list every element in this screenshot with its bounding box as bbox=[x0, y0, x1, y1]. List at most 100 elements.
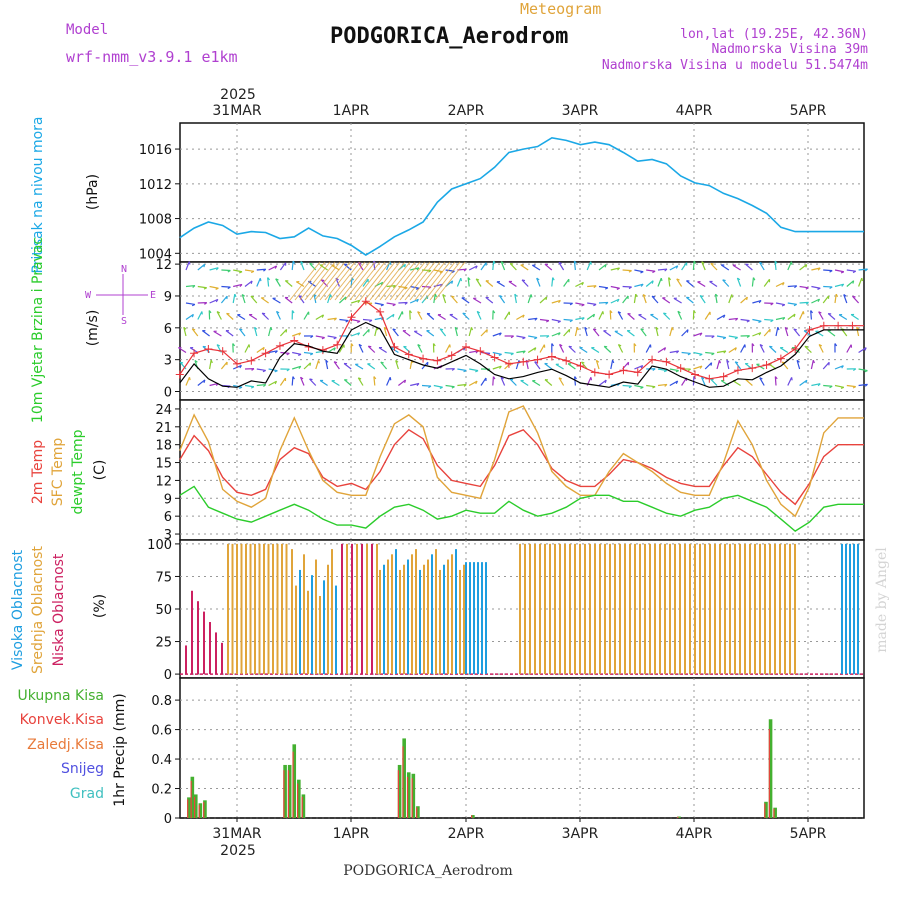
wind-arrow-head bbox=[227, 269, 231, 273]
wind-arrow bbox=[520, 264, 529, 271]
wind-arrow bbox=[787, 313, 796, 320]
wind-arrow bbox=[244, 384, 254, 388]
top-day-labels: 31MAR 1APR 2APR 3APR 4APR 5APR bbox=[212, 103, 826, 119]
wind-arrow-head bbox=[675, 380, 679, 385]
wind-arrow-head bbox=[262, 347, 265, 351]
y-tick-label: 0 bbox=[164, 386, 172, 401]
compass-legend: N S W E bbox=[85, 264, 156, 327]
wind-arrow bbox=[686, 280, 694, 287]
wind-arrow-head bbox=[383, 326, 387, 330]
y-tick-label: 1012 bbox=[139, 178, 172, 193]
wind-arrow bbox=[827, 330, 836, 337]
hatch-line bbox=[379, 261, 411, 301]
wind-arrow-head bbox=[451, 280, 454, 284]
wind-arrow bbox=[669, 265, 679, 271]
precip-bar bbox=[292, 744, 297, 818]
wind-arrow bbox=[558, 262, 565, 271]
wind-arrow-head bbox=[276, 310, 280, 314]
coords-label: lon,lat (19.25E, 42.36N) bbox=[680, 27, 868, 42]
wind-arrow bbox=[850, 314, 859, 321]
wind-arrow-head bbox=[262, 369, 266, 373]
wind-arrow-head bbox=[239, 365, 242, 369]
precip-bar bbox=[287, 764, 292, 818]
wind-arrow-head bbox=[510, 352, 514, 356]
wind-arrow bbox=[374, 327, 378, 337]
wind-arrow-head bbox=[486, 329, 488, 333]
wind-arrow-head bbox=[735, 317, 739, 321]
wind-arrow-head bbox=[546, 335, 550, 339]
wind-arrow bbox=[775, 281, 785, 288]
wind-arrow bbox=[528, 317, 538, 321]
wind-arrow bbox=[358, 344, 364, 353]
wind-arrow bbox=[179, 361, 187, 370]
wind-arrow bbox=[728, 294, 733, 304]
wind-arrow bbox=[469, 368, 479, 372]
wind-arrow bbox=[799, 301, 809, 304]
gust-marker bbox=[776, 354, 785, 363]
wind-arrow bbox=[532, 380, 541, 387]
wind-arrow bbox=[846, 344, 852, 353]
wind-arrow bbox=[728, 317, 738, 321]
wind-arrow bbox=[268, 350, 278, 354]
y-tick-label: 0.8 bbox=[151, 694, 172, 709]
wind-arrow bbox=[775, 302, 785, 306]
cloud-low-axis-title: Niska Oblacnost bbox=[51, 553, 67, 666]
y-tick-label: 0.6 bbox=[151, 724, 172, 739]
gust-marker bbox=[605, 370, 614, 379]
precip-bar bbox=[411, 773, 416, 818]
wind-arrow bbox=[764, 318, 774, 321]
wind-arrow bbox=[799, 379, 808, 386]
wind-arrow-head bbox=[699, 365, 703, 369]
wind-arrow bbox=[586, 261, 592, 271]
wind-arrow-head bbox=[234, 293, 237, 298]
tsfc-axis-title: SFC Temp bbox=[50, 438, 66, 507]
wind-arrow-head bbox=[584, 326, 588, 330]
wind-arrow bbox=[433, 283, 443, 288]
wind-arrow bbox=[669, 327, 673, 337]
wind-arrow bbox=[598, 311, 604, 320]
wind-arrow bbox=[378, 347, 387, 354]
wind-arrow bbox=[291, 260, 294, 271]
wind-arrow bbox=[339, 318, 349, 322]
wind-arrow-head bbox=[545, 320, 550, 323]
wind-arrow bbox=[714, 294, 718, 304]
wind-arrow bbox=[732, 264, 741, 271]
gust-marker bbox=[748, 364, 757, 373]
hatch-line bbox=[409, 261, 441, 301]
gust-marker bbox=[633, 368, 642, 377]
wind-arrow bbox=[454, 327, 458, 337]
wind-arrow-head bbox=[558, 377, 562, 380]
wind-arrow bbox=[457, 383, 467, 387]
chart-type-label: Meteogram bbox=[520, 0, 601, 18]
wind-arrow bbox=[810, 310, 812, 320]
wind-arrow-head bbox=[642, 294, 647, 297]
wind-arrow-head bbox=[442, 293, 446, 297]
y-tick-label: 3 bbox=[164, 354, 172, 369]
wind-arrow bbox=[568, 345, 576, 353]
wind-arrow bbox=[627, 313, 635, 320]
wind-arrow-head bbox=[475, 265, 478, 269]
wind-arrow-head bbox=[259, 278, 262, 282]
wind-arrow-head bbox=[628, 286, 632, 290]
wind-arrow bbox=[779, 347, 789, 354]
y-tick-label: 0 bbox=[164, 812, 172, 827]
wind-arrow-head bbox=[552, 277, 555, 281]
wind-arrow bbox=[736, 277, 742, 287]
wind-arrow-head bbox=[274, 265, 278, 269]
wind-arrow bbox=[633, 294, 637, 304]
wind-arrow bbox=[781, 361, 789, 370]
wind-arrow bbox=[485, 296, 494, 304]
wind-arrow-head bbox=[675, 265, 679, 269]
wind-arrow bbox=[669, 380, 678, 387]
wind-arrow bbox=[185, 261, 190, 271]
wind-arrow bbox=[516, 314, 525, 321]
gust-marker bbox=[533, 355, 542, 364]
wind-arrow bbox=[197, 379, 206, 386]
wind-arrow bbox=[732, 380, 741, 387]
bottom-day-label: 31MAR bbox=[212, 826, 261, 842]
wind-arrow-head bbox=[416, 267, 420, 271]
wind-arrow bbox=[697, 281, 706, 288]
hatch-line bbox=[414, 261, 446, 301]
precip-conv-bar bbox=[287, 770, 290, 818]
wind-arrow bbox=[338, 296, 347, 304]
